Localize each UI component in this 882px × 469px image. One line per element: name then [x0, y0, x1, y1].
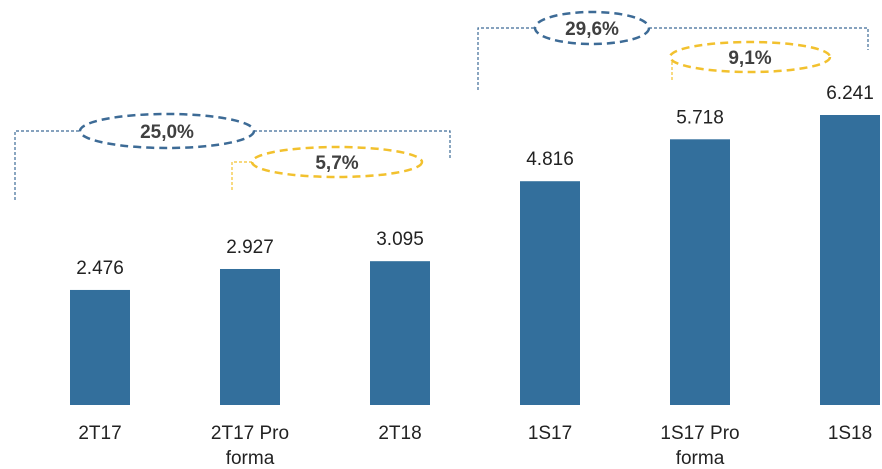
value-label: 6.241: [826, 83, 874, 104]
x-tick-label: 1S17: [527, 423, 573, 444]
bar: [670, 139, 730, 406]
x-tick-label: 2T18: [378, 423, 422, 444]
x-tick-label: 1S17 Pro forma: [660, 423, 740, 469]
bar: [820, 115, 880, 405]
x-tick-label: 2T17: [78, 423, 122, 444]
bracket: [231, 161, 252, 190]
x-tick-label: 1S18: [827, 423, 873, 444]
value-label: 4.816: [526, 149, 574, 170]
annotation-ellipse: [250, 145, 424, 179]
bar: [520, 181, 580, 405]
annotation-ellipse: [533, 10, 651, 46]
bracket: [254, 130, 451, 158]
bracket: [477, 27, 535, 90]
value-label: 5.718: [676, 107, 724, 128]
value-label: 2.476: [76, 258, 124, 279]
bar: [70, 289, 130, 405]
value-label: 2.927: [226, 237, 274, 258]
annotation: 29,6%: [565, 19, 619, 40]
bracket: [14, 130, 80, 200]
value-label: 3.095: [376, 229, 424, 250]
x-tick-label: 2T17 Pro forma: [210, 423, 290, 469]
annotation-ellipse: [668, 40, 832, 74]
bracket: [649, 27, 869, 50]
annotation-ellipse: [78, 112, 256, 150]
bar: [220, 268, 280, 405]
annotation: 5,7%: [315, 153, 358, 174]
annotation: 25,0%: [140, 122, 194, 143]
bar: [370, 261, 430, 405]
annotation: 9,1%: [728, 48, 771, 69]
